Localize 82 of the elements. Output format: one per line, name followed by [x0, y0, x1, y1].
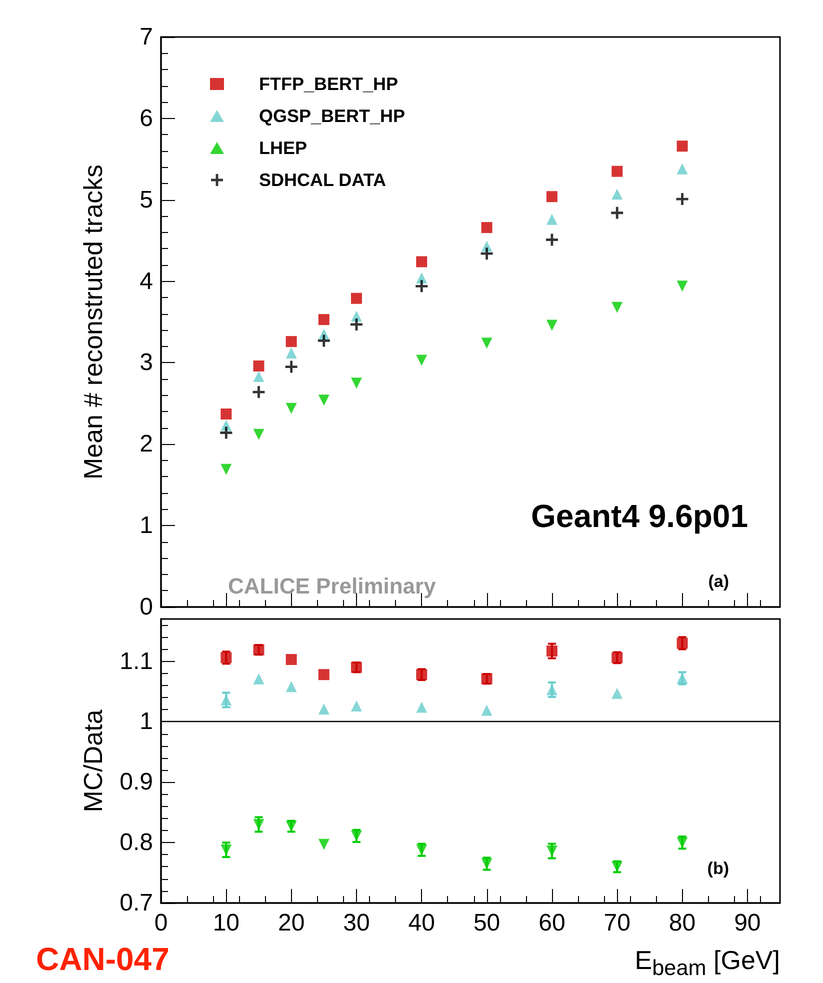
- point: [416, 280, 428, 292]
- y-tick-label: 0: [140, 594, 153, 620]
- point: [546, 234, 558, 246]
- y-tick-label: 6: [140, 104, 153, 132]
- x-tick-label: 70: [604, 910, 630, 936]
- legend-label: LHEP: [259, 138, 308, 158]
- point: [350, 700, 362, 712]
- point: [481, 704, 492, 716]
- point: [350, 318, 362, 330]
- point: [480, 248, 493, 260]
- point: [676, 140, 688, 152]
- point: [318, 334, 330, 347]
- x-tick-label: 20: [278, 910, 305, 936]
- point: [253, 371, 264, 382]
- annotation: CALICE Preliminary: [228, 574, 437, 598]
- annotation: (a): [708, 572, 730, 591]
- point: [253, 360, 264, 372]
- y-axis-title: MC/Data: [78, 709, 108, 812]
- x-tick-label: 90: [734, 910, 761, 936]
- point: [286, 654, 297, 665]
- point: [220, 844, 232, 856]
- y-tick-label: 0.8: [120, 829, 153, 856]
- x-axis-title: E$_{beam}$ [GeV]: [634, 945, 780, 980]
- y-tick-label: 3: [140, 349, 153, 376]
- point: [481, 338, 492, 349]
- y-tick-label: 5: [140, 186, 153, 214]
- x-tick-label: 30: [343, 910, 370, 936]
- point: [350, 378, 362, 389]
- x-tick-label: 40: [408, 910, 435, 936]
- point: [546, 320, 558, 331]
- point: [546, 214, 558, 225]
- point: [416, 354, 428, 366]
- point: [286, 336, 297, 348]
- point: [612, 302, 623, 313]
- text: CAN-047: [36, 941, 170, 977]
- point: [416, 256, 428, 268]
- point: [546, 191, 558, 202]
- point: [350, 292, 362, 304]
- point: [318, 838, 330, 850]
- legend-label: SDHCAL DATA: [259, 170, 386, 190]
- legend-label: QGSP_BERT_HP: [259, 106, 406, 126]
- point: [286, 347, 297, 358]
- y-tick-label: 1: [140, 512, 153, 540]
- point: [220, 408, 232, 420]
- point: [612, 166, 623, 177]
- point: [253, 673, 264, 684]
- point: [285, 360, 298, 373]
- point: [220, 426, 232, 439]
- y-tick-label: 2: [140, 430, 153, 458]
- legend-label: FTFP_BERT_HP: [259, 74, 398, 94]
- y-tick-label: 0.9: [120, 768, 153, 796]
- point: [286, 402, 297, 414]
- y-tick-label: 1.1: [120, 648, 153, 675]
- point: [676, 280, 688, 292]
- point: [612, 188, 623, 200]
- x-tick-label: 80: [668, 910, 696, 936]
- y-axis-title: Mean # reconstruted tracks: [78, 164, 108, 480]
- x-tick-label: 50: [473, 910, 500, 936]
- point: [611, 206, 624, 219]
- annotation: Geant4 9.6p01: [531, 498, 748, 534]
- point: [220, 464, 232, 475]
- x-tick-label: 60: [538, 910, 566, 936]
- point: [546, 646, 558, 657]
- point: [481, 222, 492, 234]
- point: [318, 314, 330, 326]
- point: [286, 681, 297, 692]
- point: [676, 163, 688, 174]
- y-tick-label: 0.7: [120, 890, 153, 916]
- point: [416, 702, 428, 713]
- point: [253, 428, 264, 440]
- point: [318, 394, 330, 406]
- annotation: (b): [707, 859, 730, 878]
- point: [252, 386, 265, 398]
- point: [612, 688, 623, 699]
- y-tick-label: 7: [140, 24, 153, 50]
- point: [253, 818, 264, 830]
- y-tick-label: 1: [140, 708, 153, 736]
- point: [676, 193, 688, 206]
- point: [318, 669, 330, 680]
- x-tick-label: 10: [212, 910, 240, 936]
- point: [318, 704, 330, 715]
- y-tick-label: 4: [140, 268, 153, 295]
